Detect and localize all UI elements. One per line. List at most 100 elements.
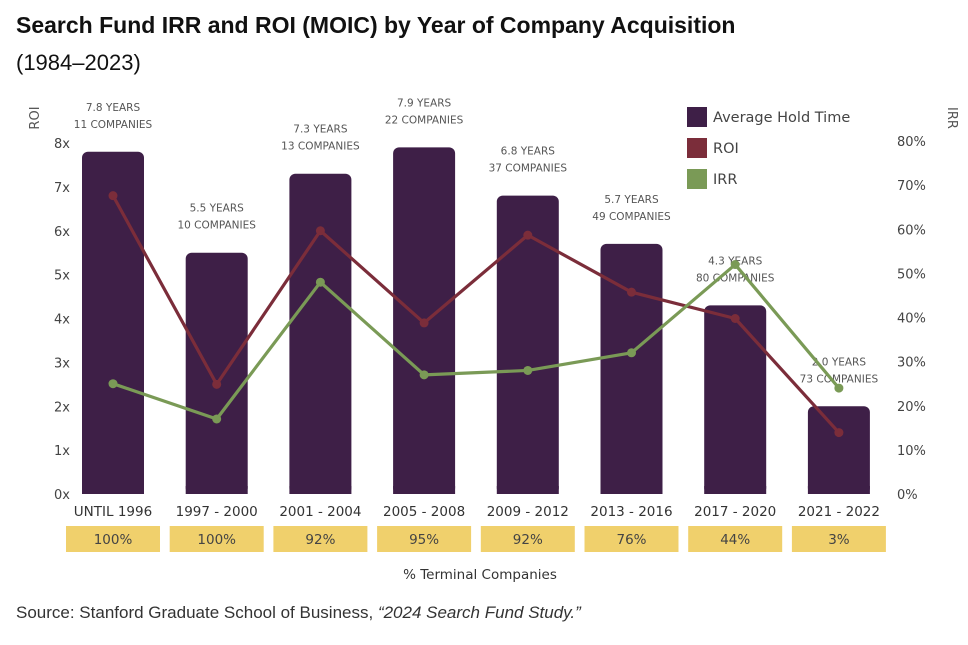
chart-subtitle: (1984–2023) <box>16 50 141 75</box>
category-label: 2009 - 2012 <box>487 504 569 520</box>
bar-base <box>807 486 870 494</box>
category-label: 2005 - 2008 <box>383 504 465 520</box>
right-tick-label: 10% <box>897 444 926 459</box>
roi-point <box>212 379 222 389</box>
terminal-caption: % Terminal Companies <box>403 567 557 583</box>
bar-annotation-companies: 11 COMPANIES <box>74 119 153 131</box>
irr-point <box>730 260 740 270</box>
irr-point <box>315 277 325 287</box>
right-tick-label: 70% <box>897 179 926 194</box>
irr-line <box>112 262 841 421</box>
irr-point <box>108 379 118 389</box>
irr-point <box>627 348 636 358</box>
terminal-value: 95% <box>409 532 439 548</box>
bar-annotation-companies: 10 COMPANIES <box>177 220 256 232</box>
right-tick-label: 0% <box>897 488 918 503</box>
terminal-box <box>688 526 783 552</box>
terminal-value: 100% <box>197 532 236 548</box>
bar-hold-time <box>600 243 663 494</box>
bar-annotation-years: 5.7 YEARS <box>604 194 659 206</box>
terminal-box <box>791 526 886 552</box>
category-label: UNTIL 1996 <box>74 504 152 520</box>
bar-base <box>82 486 144 494</box>
irr-point <box>523 365 533 375</box>
terminal-value: 44% <box>720 532 750 548</box>
category-label: 2021 - 2022 <box>798 504 880 520</box>
left-axis-title: ROI <box>28 106 43 129</box>
bar-hold-time <box>185 252 248 494</box>
bar-hold-time <box>807 406 870 494</box>
bar-annotation-years: 5.5 YEARS <box>190 203 245 215</box>
chart-title: Search Fund IRR and ROI (MOIC) by Year o… <box>16 12 736 38</box>
bar-base <box>496 486 559 494</box>
terminal-box <box>480 526 575 552</box>
legend-swatch <box>687 107 707 127</box>
roi-point <box>730 314 740 323</box>
bar-hold-time <box>82 151 144 494</box>
right-tick-label: 40% <box>897 312 926 327</box>
right-tick-label: 30% <box>897 356 926 371</box>
bar-annotation-companies: 80 COMPANIES <box>696 272 775 284</box>
category-label: 2017 - 2020 <box>694 504 776 520</box>
bar-base <box>600 486 663 494</box>
roi-point <box>108 191 118 201</box>
bar-annotation-companies: 37 COMPANIES <box>489 163 568 175</box>
source-note: Source: Stanford Graduate School of Busi… <box>16 603 581 623</box>
irr-point <box>834 383 844 393</box>
bar-annotation-companies: 73 COMPANIES <box>800 373 879 385</box>
terminal-box <box>66 526 160 552</box>
left-tick-label: 6x <box>54 225 70 240</box>
left-tick-label: 7x <box>54 181 70 196</box>
terminal-value: 3% <box>828 532 850 548</box>
left-tick-label: 2x <box>54 400 70 415</box>
left-tick-label: 4x <box>54 313 70 328</box>
bar-annotation-years: 2.0 YEARS <box>812 356 867 368</box>
terminal-box <box>377 526 472 552</box>
roi-point <box>523 230 533 240</box>
bar-annotation-companies: 49 COMPANIES <box>592 211 671 223</box>
legend-label: ROI <box>713 141 739 157</box>
category-label: 2013 - 2016 <box>590 504 672 520</box>
legend-label: Average Hold Time <box>713 110 850 126</box>
roi-point <box>315 226 325 236</box>
bar-hold-time <box>704 305 767 494</box>
bar-annotation-companies: 13 COMPANIES <box>281 141 360 153</box>
bar-base <box>289 486 352 494</box>
left-tick-label: 5x <box>54 269 70 284</box>
terminal-value: 92% <box>305 532 335 548</box>
bar-base <box>393 486 456 494</box>
bar-annotation-years: 7.3 YEARS <box>293 124 348 136</box>
roi-point <box>834 428 844 438</box>
source-citation: “2024 Search Fund Study.” <box>377 603 581 622</box>
right-axis-title: IRR <box>944 107 959 129</box>
right-tick-label: 20% <box>897 400 926 415</box>
chart-canvas: ROI IRR 0x 1x 2x 3x 4x 5x 6x 7x 8x 0% 10% 20% 30% 40% 50… <box>28 97 959 583</box>
terminal-value: 100% <box>94 532 133 548</box>
right-tick-label: 50% <box>897 267 926 282</box>
right-tick-label: 80% <box>897 135 926 150</box>
legend-swatch <box>687 169 707 189</box>
source-prefix: Source: Stanford Graduate School of Busi… <box>16 603 378 622</box>
right-tick-label: 60% <box>897 223 926 238</box>
category-label: 1997 - 2000 <box>176 504 258 520</box>
terminal-box <box>273 526 368 552</box>
left-tick-label: 0x <box>54 488 70 503</box>
legend-swatch <box>687 138 707 158</box>
legend-label: IRR <box>713 172 737 188</box>
bar-annotation-years: 7.8 YEARS <box>86 102 141 114</box>
terminal-value: 92% <box>513 532 543 548</box>
bar-hold-time <box>496 195 559 494</box>
bar-hold-time <box>289 173 352 494</box>
terminal-box <box>169 526 264 552</box>
roi-line <box>111 194 841 434</box>
bar-annotation-companies: 22 COMPANIES <box>385 114 464 126</box>
bar-base <box>704 486 767 494</box>
roi-point <box>419 318 429 328</box>
bar-annotation-years: 6.8 YEARS <box>501 146 556 158</box>
terminal-box <box>584 526 679 552</box>
bar-annotation-years: 7.9 YEARS <box>397 97 452 109</box>
roi-point <box>627 287 636 297</box>
left-tick-label: 8x <box>54 137 70 152</box>
bar-base <box>185 486 248 494</box>
category-label: 2001 - 2004 <box>279 504 361 520</box>
